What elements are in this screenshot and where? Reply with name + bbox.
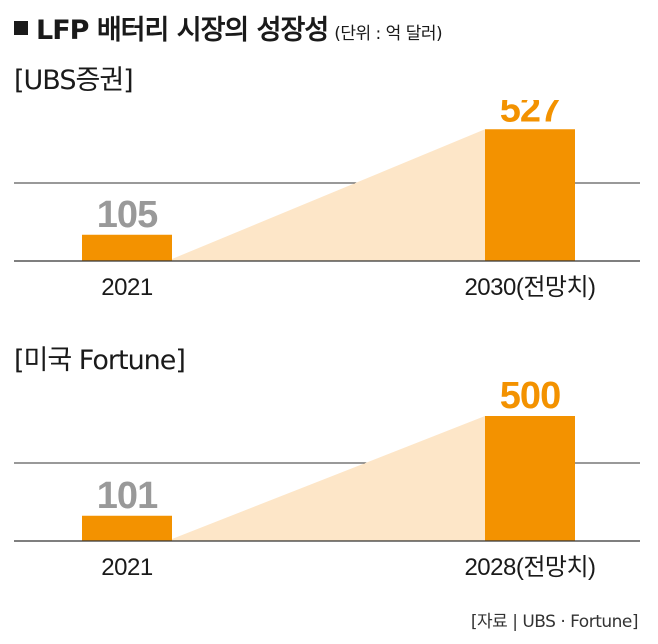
- value-label: 527: [500, 100, 560, 130]
- ubs-bar-chart: 105 527 2021 2030(전망치): [14, 100, 640, 301]
- bar-2021: [82, 515, 172, 541]
- title-text: LFP 배터리 시장의 성장성: [36, 15, 329, 46]
- value-label: 101: [97, 475, 158, 517]
- chart2-title: [미국 Fortune]: [14, 345, 186, 376]
- bar-2028: [485, 416, 575, 541]
- bar-2021: [82, 234, 172, 261]
- growth-wedge: [172, 416, 485, 541]
- unit-label: (단위 : 억 달러): [334, 24, 443, 44]
- value-label: 105: [97, 194, 158, 236]
- category-label: 2030(전망치): [464, 274, 595, 301]
- square-bullet-icon: [14, 21, 28, 35]
- source-note: [자료 | UBS · Fortune]: [470, 612, 639, 632]
- growth-wedge: [172, 129, 485, 261]
- chart1-title: [UBS증권]: [14, 65, 134, 96]
- fortune-bar-chart: 101 500 2021 2028(전망치): [14, 380, 640, 581]
- value-label: 500: [500, 380, 560, 417]
- category-label: 2021: [101, 274, 153, 301]
- category-label: 2028(전망치): [464, 554, 595, 581]
- category-label: 2021: [101, 554, 153, 581]
- bar-2030: [485, 129, 575, 261]
- chart-title: LFP 배터리 시장의 성장성 (단위 : 억 달러): [14, 8, 443, 47]
